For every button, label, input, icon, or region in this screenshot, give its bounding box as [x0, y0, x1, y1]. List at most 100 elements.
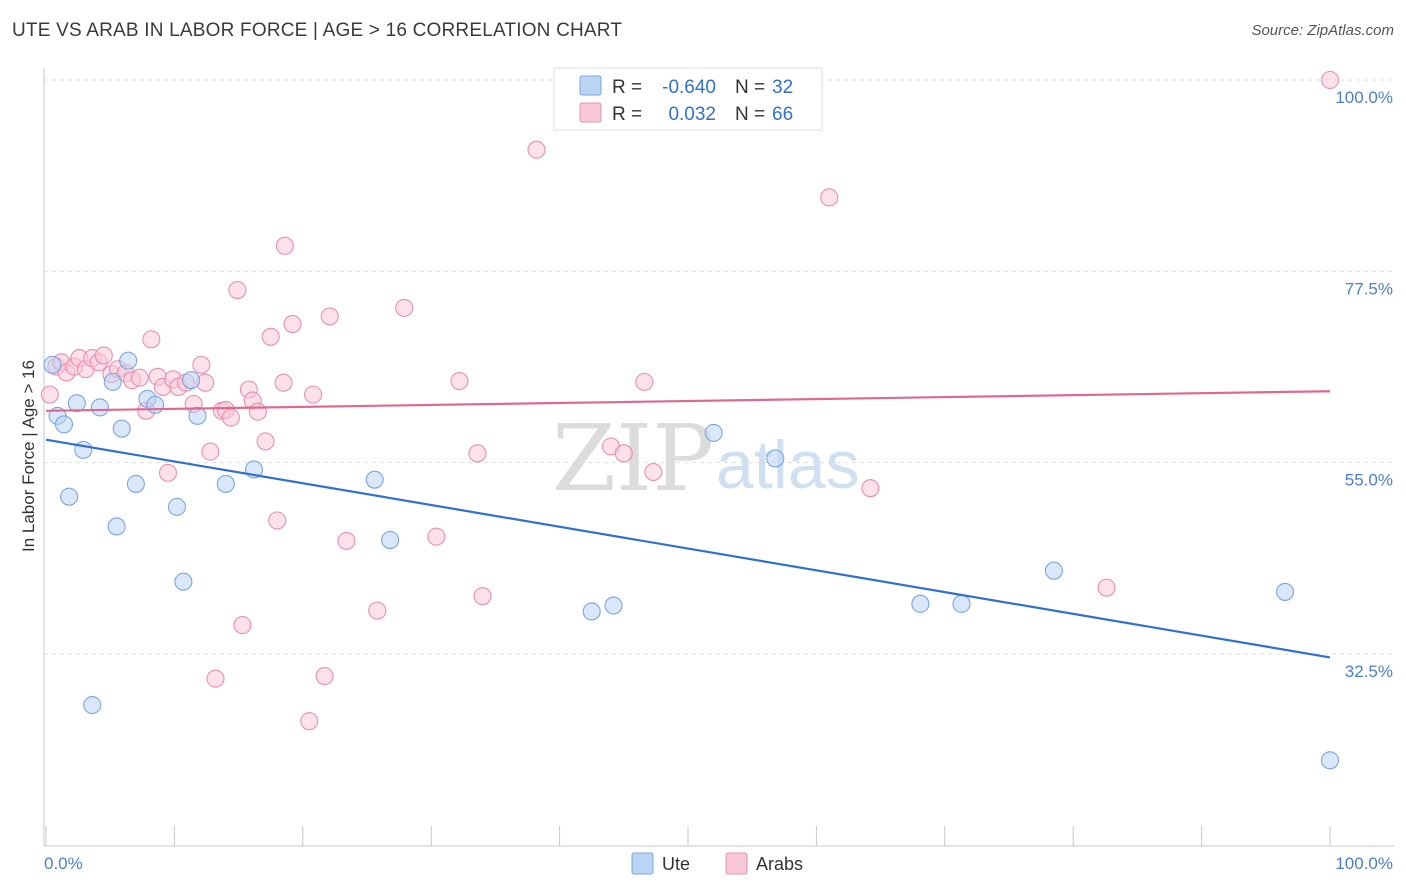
y-tick-label-3: 32.5% [1345, 662, 1393, 681]
ute-point-19 [216, 474, 235, 493]
axes [43, 68, 1394, 847]
arabs-n-label: N = [735, 104, 765, 125]
chart-source: Source: ZipAtlas.com [1251, 22, 1394, 39]
ute-point-30 [1276, 582, 1295, 601]
arab-point-24 [192, 355, 211, 374]
arab-point-58 [820, 188, 839, 207]
ute-point-0 [43, 355, 62, 374]
ute-point-2 [54, 415, 74, 434]
ute-point-6 [83, 695, 102, 715]
arab-point-60 [1097, 578, 1116, 597]
arab-point-55 [614, 444, 633, 463]
arab-point-50 [450, 371, 469, 391]
watermark-atlas: atlas [716, 427, 860, 503]
ute-point-24 [604, 596, 623, 615]
ute-point-21 [365, 470, 384, 489]
ute-point-28 [952, 594, 971, 613]
ute-point-23 [582, 602, 601, 621]
ute-point-16 [174, 572, 193, 591]
y-tick-label-1: 77.5% [1345, 279, 1393, 298]
ute-point-3 [60, 487, 79, 506]
x-tick-label-1: 100.0% [1335, 854, 1393, 873]
ute-legend-swatch [579, 75, 602, 96]
arab-point-9 [94, 346, 113, 365]
watermark: ZIP atlas [552, 405, 860, 512]
arab-point-46 [337, 531, 356, 550]
ute-trend-line [45, 438, 1331, 659]
arab-point-51 [468, 444, 487, 463]
ute-bottom-swatch [631, 852, 654, 875]
arab-point-26 [201, 442, 220, 461]
arab-point-61 [1320, 70, 1340, 90]
arab-point-49 [427, 527, 446, 546]
arab-point-38 [268, 511, 287, 530]
arabs-r-label: R = [612, 104, 642, 125]
arab-point-47 [368, 601, 387, 620]
chart-title: UTE VS ARAB IN LABOR FORCE | AGE > 16 CO… [12, 20, 623, 41]
ute-point-29 [1044, 561, 1063, 580]
y-axis-title: In Labor Force | Age > 16 [19, 360, 38, 552]
x-tick-label-0: 0.0% [44, 854, 83, 873]
arabs-legend-swatch [579, 102, 602, 123]
arab-point-27 [206, 669, 225, 688]
arabs-n-value: 66 [772, 104, 793, 125]
ute-point-22 [381, 531, 400, 550]
arab-point-48 [395, 298, 414, 317]
arab-point-0 [40, 385, 59, 404]
stats-legend: R = -0.640 N = 32 R = 0.032 N = 66 [553, 67, 823, 131]
y-tick-labels: 100.0% 77.5% 55.0% 32.5% [1335, 88, 1393, 681]
ute-point-31 [1320, 751, 1340, 770]
ute-point-15 [167, 497, 187, 516]
arab-point-43 [304, 385, 323, 404]
ute-point-12 [126, 474, 145, 493]
arab-point-19 [158, 463, 178, 482]
ute-r-label: R = [612, 77, 642, 98]
ute-n-value: 32 [772, 77, 793, 98]
arab-point-44 [315, 667, 334, 686]
grid-lines [44, 79, 1394, 655]
arab-point-57 [644, 462, 663, 482]
arab-point-39 [274, 373, 293, 392]
arab-point-59 [861, 479, 880, 498]
ute-point-8 [103, 372, 122, 391]
arab-point-45 [320, 307, 339, 326]
watermark-zip: ZIP [552, 405, 714, 512]
arab-point-42 [300, 712, 319, 731]
ute-point-17 [182, 371, 201, 390]
y-tick-label-2: 55.0% [1345, 471, 1393, 490]
ute-point-11 [119, 351, 138, 370]
y-tick-label-0: 100.0% [1335, 88, 1393, 107]
arabs-trend-line [45, 390, 1331, 412]
arab-point-16 [142, 330, 161, 349]
arab-point-37 [261, 327, 280, 346]
ute-point-7 [90, 398, 109, 417]
arab-point-53 [527, 140, 546, 159]
arab-point-14 [130, 368, 149, 387]
ute-n-label: N = [735, 77, 765, 98]
arabs-r-value: 0.032 [668, 104, 716, 125]
ute-point-4 [67, 394, 86, 413]
arab-point-32 [233, 616, 252, 635]
ute-point-14 [146, 395, 165, 414]
arab-point-52 [473, 587, 492, 606]
arab-point-31 [228, 280, 247, 300]
arab-point-56 [635, 372, 654, 391]
ute-point-18 [188, 406, 207, 425]
ute-point-26 [766, 449, 785, 468]
arabs-bottom-swatch [725, 852, 748, 875]
arab-point-36 [256, 432, 275, 451]
arabs-bottom-label: Arabs [756, 854, 803, 874]
x-tick-labels: 0.0% 100.0% [44, 854, 1393, 873]
arab-point-40 [275, 236, 294, 255]
ute-bottom-label: Ute [662, 854, 690, 874]
ute-point-25 [704, 423, 723, 442]
ute-point-10 [112, 419, 131, 438]
arab-point-30 [221, 408, 240, 427]
ute-point-27 [911, 594, 930, 613]
arab-point-35 [248, 402, 267, 421]
arab-point-41 [283, 315, 302, 334]
ute-r-value: -0.640 [662, 77, 716, 98]
series-legend: Ute Arabs [631, 852, 803, 875]
ute-point-9 [107, 517, 126, 536]
